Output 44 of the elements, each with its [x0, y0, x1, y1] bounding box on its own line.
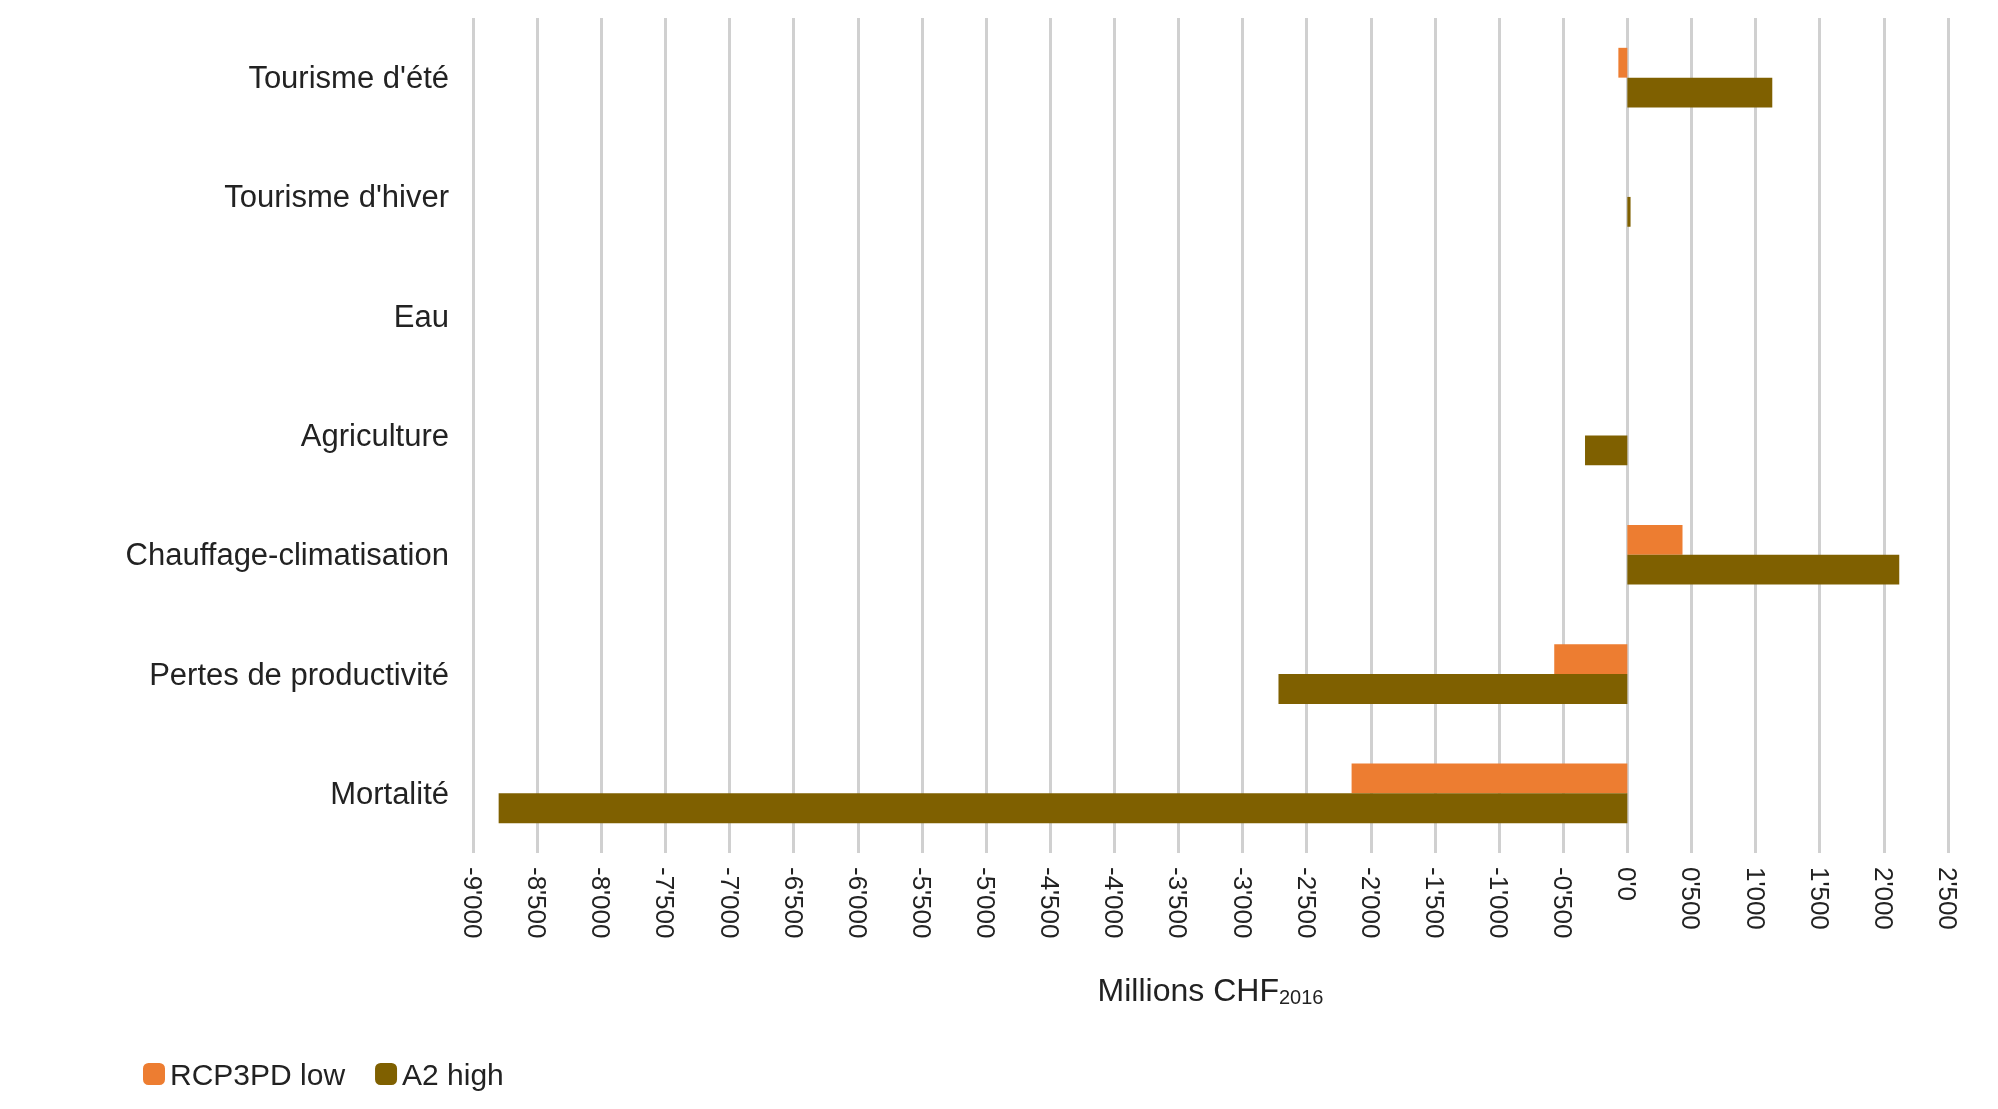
y-tick-label: Agriculture	[300, 418, 449, 453]
bar	[1351, 763, 1628, 794]
legend-label: A2 high	[402, 1057, 504, 1091]
bar	[1618, 47, 1628, 78]
x-axis-title: Millions CHF2016	[1097, 972, 1324, 1008]
x-tick-label: -5'000	[971, 867, 1002, 939]
x-tick-label: 0'0	[1612, 867, 1643, 901]
x-tick-label: 0'500	[1676, 867, 1707, 930]
x-tick-label: 1'000	[1740, 867, 1771, 930]
x-tick-label: 2'000	[1868, 867, 1899, 930]
x-tick-label: -1'500	[1419, 867, 1450, 939]
x-tick-label: -1'000	[1484, 867, 1515, 939]
y-tick-label: Eau	[393, 298, 449, 334]
x-tick-label: -8'500	[522, 867, 553, 939]
bar	[1627, 524, 1683, 555]
y-tick-label: Mortalité	[330, 775, 449, 811]
bar	[1627, 554, 1900, 585]
x-tick-label: -2'000	[1355, 867, 1386, 939]
y-tick-label: Pertes de productivité	[149, 656, 449, 692]
x-tick-label: -6'500	[778, 867, 809, 939]
x-tick-label: -7'500	[650, 867, 681, 939]
x-tick-label: -2'500	[1291, 867, 1322, 939]
bar	[498, 793, 1628, 824]
x-tick-label: -8'000	[586, 867, 617, 939]
bar	[1627, 77, 1773, 108]
x-tick-label: 2'500	[1933, 867, 1963, 930]
x-tick-label: -6'000	[842, 867, 873, 939]
x-tick-label: -5'500	[906, 867, 937, 939]
x-tick-label: 1'500	[1804, 867, 1835, 930]
bar	[1627, 196, 1631, 227]
y-tick-label: Tourisme d'été	[248, 60, 449, 96]
y-tick-label: Tourisme d'hiver	[224, 179, 449, 215]
x-tick-label: -4'500	[1035, 867, 1066, 939]
bar	[1278, 674, 1628, 704]
x-tick-label: -4'000	[1099, 867, 1130, 939]
x-tick-label: -0'500	[1548, 867, 1579, 939]
y-tick-label: Chauffage-climatisation	[125, 537, 449, 573]
bar	[1585, 435, 1628, 466]
bar	[1554, 644, 1628, 675]
x-tick-label: -3'500	[1163, 867, 1194, 939]
x-tick-label: -3'000	[1227, 867, 1258, 939]
x-tick-label: -9'000	[458, 867, 488, 939]
x-tick-label: -7'000	[714, 867, 745, 939]
legend-label: RCP3PD low	[170, 1057, 346, 1091]
